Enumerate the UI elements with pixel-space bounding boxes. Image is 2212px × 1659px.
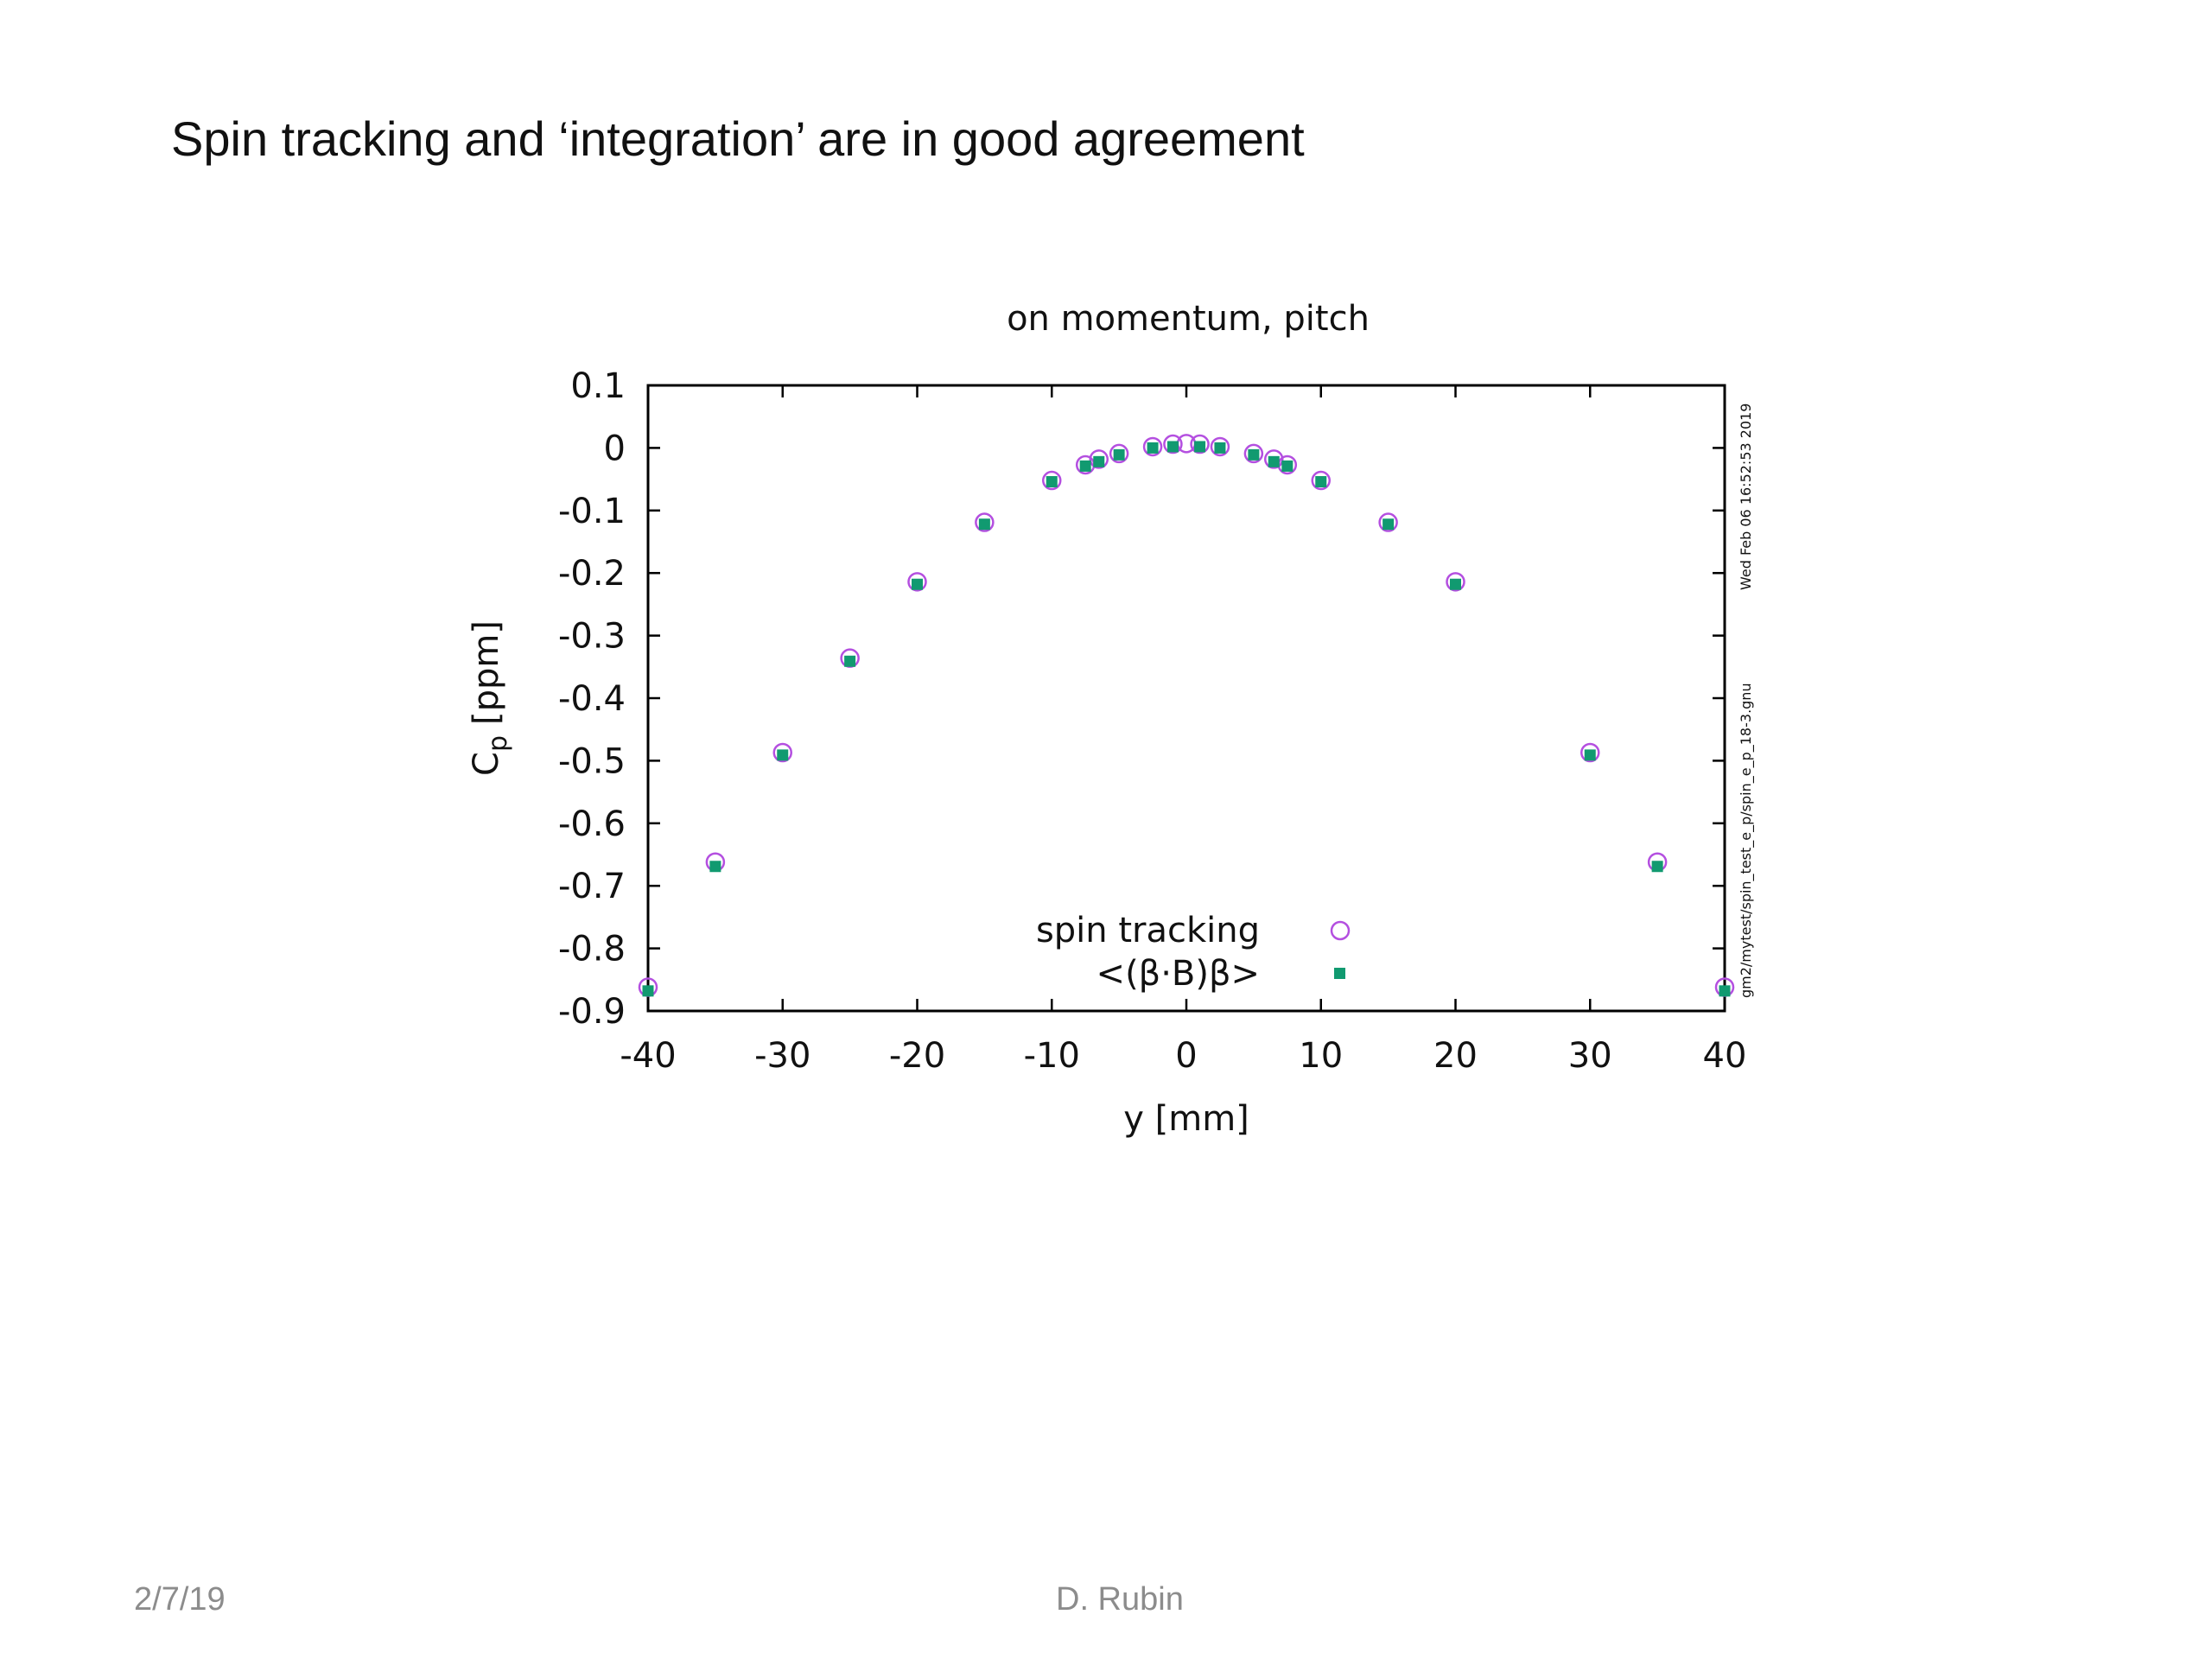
spin-tracking-point xyxy=(772,742,792,763)
spin-tracking-point xyxy=(975,512,995,532)
x-axis-label: y [mm] xyxy=(1123,1099,1249,1139)
y-tick-label: -0.2 xyxy=(558,554,626,594)
beta-b-beta-point xyxy=(978,518,990,531)
beta-b-beta-point xyxy=(1079,460,1091,472)
y-tick-label: -0.9 xyxy=(558,992,626,1032)
x-tick-label: 0 xyxy=(1175,1036,1197,1076)
legend: spin tracking <(β·B)β> xyxy=(1036,911,1351,994)
y-axis-label-main: C xyxy=(467,752,506,776)
y-axis-label-unit: [ppm] xyxy=(467,620,506,725)
x-tick-label: -20 xyxy=(889,1036,945,1076)
beta-b-beta-point xyxy=(1093,455,1105,467)
spin-tracking-point xyxy=(1446,572,1465,592)
spin-tracking-point xyxy=(1109,443,1129,464)
y-axis-label: Cp [ppm] xyxy=(467,620,513,776)
spin-tracking-point xyxy=(907,572,927,592)
y-tick-label: 0 xyxy=(604,429,626,468)
x-tick-label: 30 xyxy=(1568,1036,1612,1076)
spin-tracking-point xyxy=(1042,470,1062,491)
y-axis-label-subscript: p xyxy=(483,735,513,752)
spin-tracking-point xyxy=(1190,434,1210,454)
slide-title: Spin tracking and ‘integration’ are in g… xyxy=(171,111,1305,166)
beta-b-beta-point xyxy=(1651,861,1663,873)
beta-b-beta-point xyxy=(1450,578,1461,590)
beta-b-beta-point xyxy=(1166,441,1179,453)
beta-b-beta-point xyxy=(1214,442,1226,454)
x-tick-label: -40 xyxy=(620,1036,676,1076)
y-axis: 0.1 0 -0.1 -0.2 -0.3 -0.4 -0.5 -0.6 -0.7 -0.8 -0.9 xyxy=(558,366,1725,1032)
spin-tracking-point xyxy=(1580,742,1600,763)
y-tick-label: -0.3 xyxy=(558,617,626,657)
footer-author: D. Rubin xyxy=(1056,1581,1184,1618)
legend-marker-beta-b-beta xyxy=(1334,968,1345,979)
beta-b-beta-point xyxy=(777,749,789,761)
spin-tracking-point xyxy=(1210,436,1230,457)
beta-b-beta-point xyxy=(1584,749,1596,761)
y-tick-label: -0.6 xyxy=(558,804,626,844)
y-tick-label: -0.1 xyxy=(558,492,626,531)
beta-b-beta-point xyxy=(1268,455,1280,467)
beta-b-beta-point xyxy=(844,655,856,667)
y-tick-label: -0.8 xyxy=(558,930,626,969)
spin-tracking-point xyxy=(1263,449,1284,469)
beta-b-beta-point xyxy=(1315,475,1327,487)
spin-tracking-point xyxy=(1311,470,1331,491)
x-tick-label: 10 xyxy=(1299,1036,1343,1076)
spin-tracking-point xyxy=(1163,434,1183,454)
beta-b-beta-point xyxy=(1194,441,1206,453)
x-tick-label: 40 xyxy=(1703,1036,1747,1076)
chart-title: on momentum, pitch xyxy=(1007,299,1370,339)
beta-b-beta-point xyxy=(642,985,654,997)
beta-b-beta-point xyxy=(1382,518,1395,531)
beta-b-beta-point xyxy=(1248,448,1260,461)
file-path-label: gm2/mytest/spin_test_e_p/spin_e_p_18-3.g… xyxy=(1738,683,1755,998)
data-points xyxy=(638,434,1735,997)
x-tick-label: 20 xyxy=(1433,1036,1478,1076)
x-tick-label: -10 xyxy=(1024,1036,1080,1076)
timestamp-label: Wed Feb 06 16:52:53 2019 xyxy=(1738,404,1754,591)
y-tick-label: -0.5 xyxy=(558,741,626,781)
legend-label-beta-b-beta: <(β·B)β> xyxy=(1096,954,1260,994)
beta-b-beta-point xyxy=(912,578,923,590)
spin-tracking-point xyxy=(1243,443,1264,464)
x-tick-label: -30 xyxy=(754,1036,810,1076)
y-tick-label: -0.4 xyxy=(558,679,626,719)
beta-b-beta-point xyxy=(1719,985,1731,997)
y-tick-label: -0.7 xyxy=(558,867,626,906)
beta-b-beta-point xyxy=(1046,475,1058,487)
beta-b-beta-point xyxy=(1281,460,1294,472)
beta-b-beta-point xyxy=(1147,442,1159,454)
x-axis: -40 -30 -20 -10 0 10 20 30 40 xyxy=(620,385,1746,1076)
y-tick-label: 0.1 xyxy=(570,366,626,406)
legend-label-spin-tracking: spin tracking xyxy=(1036,911,1260,950)
beta-b-beta-point xyxy=(1113,448,1125,461)
footer-date: 2/7/19 xyxy=(134,1581,226,1618)
spin-tracking-point xyxy=(1089,449,1109,469)
beta-b-beta-point xyxy=(709,861,721,873)
spin-tracking-point xyxy=(1142,436,1163,457)
legend-marker-spin-tracking xyxy=(1330,920,1351,941)
spin-tracking-point xyxy=(1378,512,1398,532)
